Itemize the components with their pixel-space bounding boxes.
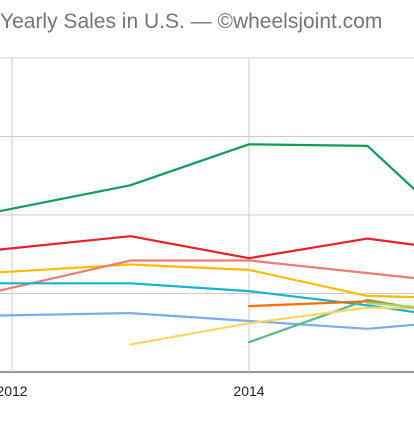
series-line-10: [247, 300, 414, 309]
grid-lines: [0, 57, 414, 373]
x-axis-ticks: 2012201420162018: [0, 383, 265, 399]
chart-title: Yearly Sales in U.S. — ©wheelsjoint.com: [0, 10, 383, 33]
series-line-4: [0, 259, 414, 292]
series-line-5: [0, 282, 414, 314]
series-line-3: [0, 263, 414, 299]
series-line-1: [0, 143, 414, 213]
series-lines: [0, 143, 414, 346]
series-line-9: [129, 306, 414, 346]
series-line-8: [247, 298, 414, 344]
x-tick-label: 2014: [233, 383, 264, 399]
series-line-6: [0, 312, 414, 330]
series-line-2: [0, 235, 414, 260]
x-tick-label: 2012: [0, 383, 28, 399]
